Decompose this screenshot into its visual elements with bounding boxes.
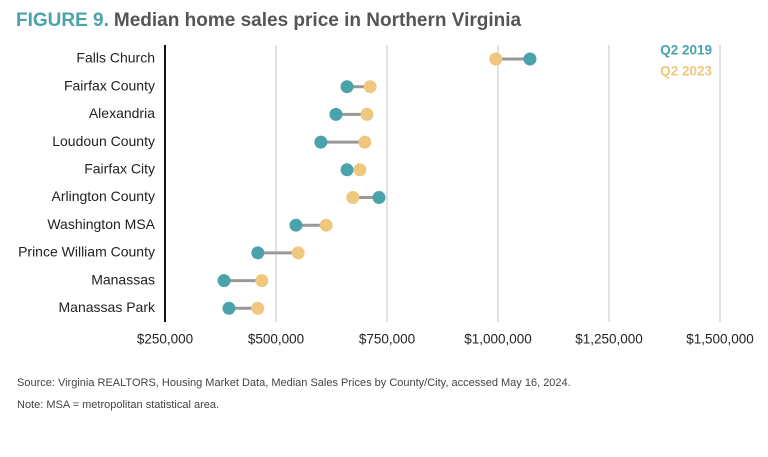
category-label: Fairfax City [84, 161, 155, 177]
category-label: Manassas [91, 271, 155, 287]
x-tick-label: $1,250,000 [575, 332, 643, 347]
dot [360, 107, 374, 121]
category-label: Alexandria [89, 105, 155, 121]
dot [217, 274, 231, 288]
category-label: Washington MSA [47, 216, 155, 232]
dot [363, 80, 377, 94]
category-label: Falls Church [76, 50, 155, 66]
dot [346, 191, 360, 204]
note: Note: MSA = metropolitan statistical are… [17, 399, 219, 411]
x-tick-label: $750,000 [359, 332, 415, 347]
x-tick-label: $1,500,000 [686, 332, 754, 347]
source-note: Source: Virginia REALTORS, Housing Marke… [17, 377, 571, 389]
legend-entry: Q2 2023 [660, 64, 712, 79]
figure-label: FIGURE 9. [16, 10, 109, 31]
legend-entry: Q2 2019 [660, 43, 712, 58]
x-tick-label: $250,000 [137, 332, 193, 347]
category-label: Fairfax County [64, 77, 155, 93]
dot [255, 274, 269, 288]
category-label: Prince William County [18, 244, 155, 260]
dot [329, 107, 343, 121]
category-label: Loudoun County [52, 133, 155, 149]
dot [340, 163, 354, 177]
dot [222, 301, 236, 315]
dot [291, 246, 305, 260]
dot [289, 218, 303, 232]
x-tick-label: $500,000 [248, 332, 304, 347]
dot [353, 163, 367, 177]
dot [523, 52, 537, 66]
dot [319, 218, 333, 232]
dot [251, 301, 265, 315]
category-label: Arlington County [51, 188, 155, 204]
title: FIGURE 9. Median home sales price in Nort… [16, 10, 522, 31]
chart-title: Median home sales price in Northern Virg… [114, 10, 522, 31]
dot [372, 191, 386, 204]
dot [358, 135, 372, 149]
dot [489, 52, 503, 66]
category-label: Manassas Park [59, 299, 156, 315]
dot [340, 80, 354, 94]
dot [314, 135, 328, 149]
dot [251, 246, 265, 260]
x-tick-label: $1,000,000 [464, 332, 532, 347]
